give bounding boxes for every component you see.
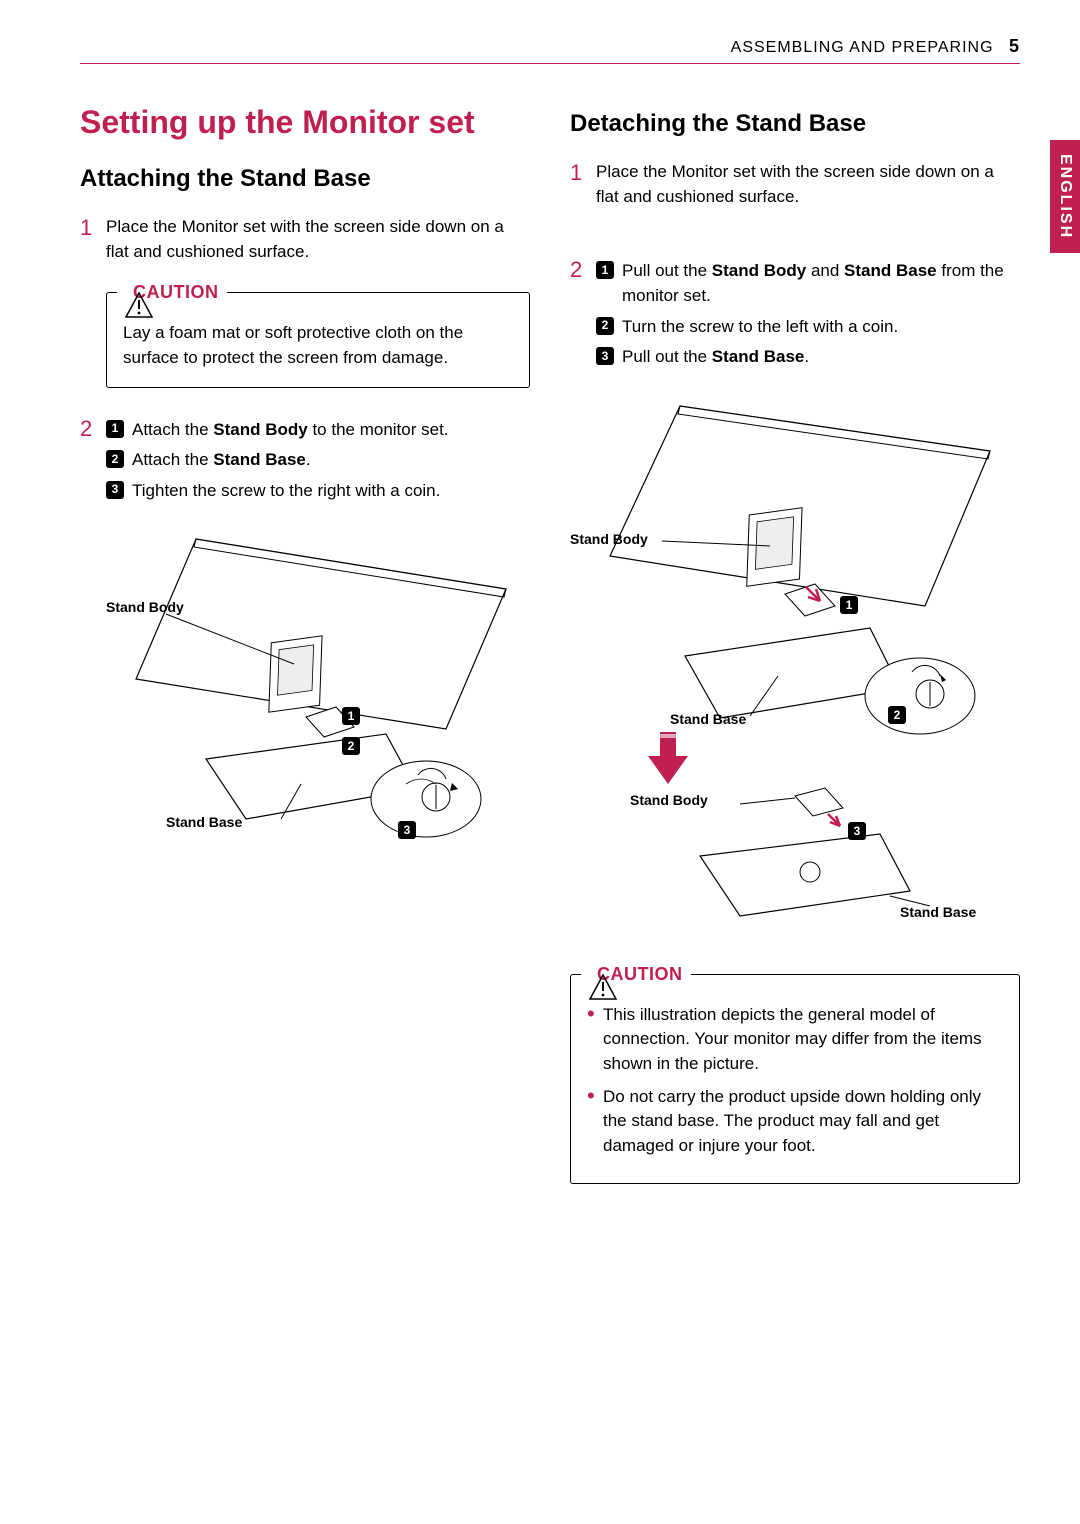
page-header: ASSEMBLING AND PREPARING 5: [80, 36, 1020, 64]
caution-box: CAUTION Lay a foam mat or soft protectiv…: [106, 292, 530, 387]
figure-badge: 2: [342, 737, 360, 755]
right-column: Detaching the Stand Base 1 Place the Mon…: [570, 104, 1020, 1212]
step-number: 2: [570, 257, 596, 376]
subtitle-attach: Attaching the Stand Base: [80, 165, 530, 193]
step-2: 2 1 Attach the Stand Body to the monitor…: [80, 416, 530, 510]
section-name: ASSEMBLING AND PREPARING: [731, 39, 994, 56]
figure-label: Stand Body: [630, 792, 708, 808]
stand-detach-diagram-icon: [630, 786, 990, 946]
substep: 1 Attach the Stand Body to the monitor s…: [106, 418, 449, 443]
figure-badge: 3: [398, 821, 416, 839]
step-1: 1 Place the Monitor set with the screen …: [80, 215, 530, 264]
step-1: 1 Place the Monitor set with the screen …: [570, 160, 1020, 209]
figure-label: Stand Base: [900, 904, 976, 920]
figure-label: Stand Base: [670, 711, 746, 727]
substep: 3 Pull out the Stand Base.: [596, 345, 1020, 370]
caution-text: Lay a foam mat or soft protective cloth …: [123, 321, 513, 370]
badge-icon: 2: [106, 450, 124, 468]
monitor-detach-diagram-icon: [570, 396, 1010, 776]
page-number: 5: [1009, 36, 1020, 56]
figure-detach-bottom: Stand Body Stand Base 3: [630, 786, 1020, 946]
badge-icon: 1: [106, 420, 124, 438]
caution-box: CAUTION This illustration depicts the ge…: [570, 974, 1020, 1184]
figure-label: Stand Base: [166, 814, 242, 830]
figure-detach-top: Stand Body Stand Base 1 2: [570, 396, 1020, 776]
figure-badge: 1: [342, 707, 360, 725]
figure-attach: Stand Body Stand Base 1 2 3: [106, 529, 530, 869]
step-number: 2: [80, 416, 106, 510]
caution-bullet: Do not carry the product upside down hol…: [587, 1085, 1003, 1159]
badge-icon: 3: [106, 481, 124, 499]
substep: 2 Attach the Stand Base.: [106, 448, 449, 473]
figure-label: Stand Body: [570, 531, 648, 547]
figure-label: Stand Body: [106, 599, 184, 615]
figure-badge: 3: [848, 822, 866, 840]
substep: 2 Turn the screw to the left with a coin…: [596, 315, 1020, 340]
caution-heading: CAUTION: [117, 279, 227, 305]
figure-badge: 1: [840, 596, 858, 614]
step-text: Place the Monitor set with the screen si…: [106, 215, 530, 264]
figure-badge: 2: [888, 706, 906, 724]
language-tab: ENGLISH: [1050, 140, 1080, 253]
arrow-down-icon: [648, 726, 688, 791]
step-2: 2 1 Pull out the Stand Body and Stand Ba…: [570, 257, 1020, 376]
subtitle-detach: Detaching the Stand Base: [570, 110, 1020, 138]
badge-icon: 1: [596, 261, 614, 279]
step-number: 1: [80, 215, 106, 264]
caution-bullet: This illustration depicts the general mo…: [587, 1003, 1003, 1077]
substep: 1 Pull out the Stand Body and Stand Base…: [596, 259, 1020, 308]
step-number: 1: [570, 160, 596, 209]
main-title: Setting up the Monitor set: [80, 104, 530, 141]
caution-heading: CAUTION: [581, 961, 691, 987]
badge-icon: 3: [596, 347, 614, 365]
substep: 3 Tighten the screw to the right with a …: [106, 479, 449, 504]
step-text: Place the Monitor set with the screen si…: [596, 160, 1020, 209]
left-column: Setting up the Monitor set Attaching the…: [80, 104, 530, 1212]
badge-icon: 2: [596, 317, 614, 335]
